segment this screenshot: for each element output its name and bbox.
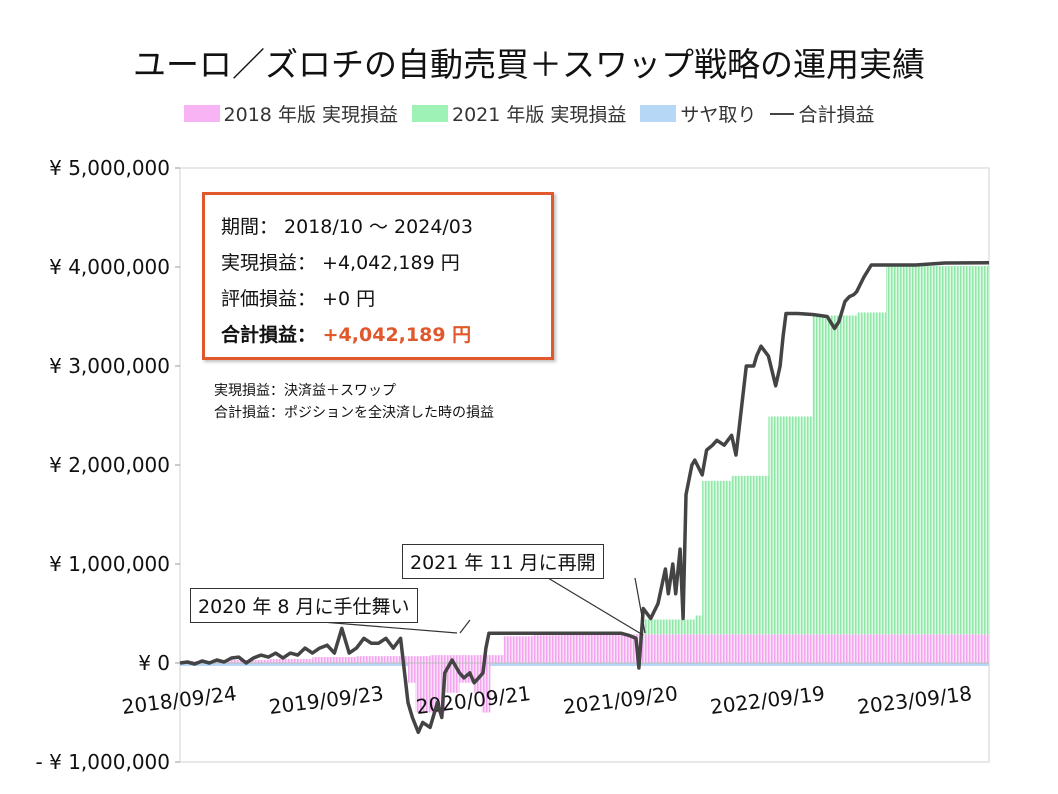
legend-item-saya: サヤ取り bbox=[640, 100, 756, 127]
summary-period: 期間： 2018/10 ～ 2024/03 bbox=[221, 216, 473, 238]
callout-restart: 2021 年 11 月に再開 bbox=[402, 544, 604, 579]
legend-item-total: 合計損益 bbox=[770, 100, 874, 127]
summary-total: 合計損益： +4,042,189 円 bbox=[221, 317, 551, 353]
callout-pointer-close bbox=[309, 620, 458, 634]
y-tick-label: ¥ 3,000,000 bbox=[49, 354, 170, 378]
summary-total-value: +4,042,189 円 bbox=[322, 324, 472, 346]
legend: 2018 年版 実現損益 2021 年版 実現損益 サヤ取り 合計損益 bbox=[0, 100, 1058, 127]
y-tick-label: - ¥ 1,000,000 bbox=[36, 750, 170, 774]
legend-label-saya: サヤ取り bbox=[680, 104, 757, 126]
legend-swatch-blue bbox=[640, 105, 677, 122]
area-2021-realized bbox=[635, 264, 989, 635]
legend-swatch-line bbox=[770, 112, 795, 115]
legend-label-total: 合計損益 bbox=[798, 104, 875, 126]
note-realized: 実現損益：決済益＋スワップ bbox=[214, 383, 396, 399]
legend-swatch-pink bbox=[183, 105, 220, 122]
y-axis-ticks: ¥ 5,000,000 ¥ 4,000,000 ¥ 3,000,000 ¥ 2,000… bbox=[36, 156, 180, 774]
summary-realized: 実現損益： +4,042,189 円 bbox=[221, 252, 460, 274]
y-tick-label: ¥ 4,000,000 bbox=[49, 255, 170, 279]
legend-label-2021: 2021 年版 実現損益 bbox=[451, 104, 627, 126]
callout-pointer-restart bbox=[547, 577, 644, 636]
summary-box: 期間： 2018/10 ～ 2024/03 実現損益： +4,042,189 円… bbox=[202, 192, 554, 360]
chart-title: ユーロ／ズロチの自動売買＋スワップ戦略の運用実績 bbox=[133, 45, 925, 84]
legend-item-2021: 2021 年版 実現損益 bbox=[411, 100, 627, 127]
y-tick-label: ¥ 2,000,000 bbox=[49, 453, 170, 477]
callout-pointer-restart-2 bbox=[634, 577, 646, 634]
y-tick-label: ¥ 0 bbox=[138, 651, 170, 675]
callout-close: 2020 年 8 月に手仕舞い bbox=[190, 588, 418, 623]
note-total: 合計損益：ポジションを全決済した時の損益 bbox=[214, 405, 494, 421]
y-tick-label: ¥ 5,000,000 bbox=[49, 156, 170, 180]
summary-unrealized: 評価損益： +0 円 bbox=[221, 288, 376, 310]
callout-pointer-close-2 bbox=[459, 619, 471, 634]
area-saya bbox=[180, 663, 989, 666]
area-2018-realized bbox=[180, 634, 989, 663]
legend-label-2018: 2018 年版 実現損益 bbox=[223, 104, 398, 126]
notes: 実現損益：決済益＋スワップ 合計損益：ポジションを全決済した時の損益 bbox=[214, 380, 494, 424]
summary-total-label: 合計損益： bbox=[221, 324, 317, 346]
series-line-total bbox=[179, 261, 990, 735]
legend-swatch-green bbox=[411, 105, 448, 122]
legend-item-2018: 2018 年版 実現損益 bbox=[183, 100, 398, 127]
y-tick-label: ¥ 1,000,000 bbox=[49, 552, 170, 576]
